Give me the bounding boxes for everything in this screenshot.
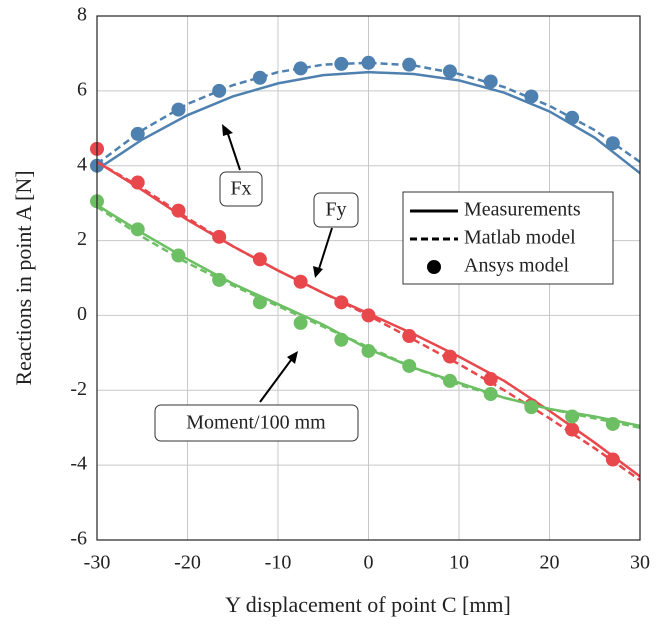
ansys-point xyxy=(565,422,580,437)
arrow-head xyxy=(313,266,323,278)
axes-frame xyxy=(96,15,641,541)
arrow xyxy=(317,227,333,273)
ansys-point xyxy=(565,110,580,125)
annotation-text: Fy xyxy=(325,199,346,221)
ansys-point xyxy=(293,274,308,289)
ansys-point xyxy=(402,329,417,344)
annotation-box xyxy=(154,404,359,442)
ansys-point xyxy=(130,222,145,237)
legend-label: Measurements xyxy=(464,199,581,221)
annotation-text: Moment/100 mm xyxy=(186,412,326,434)
y-tick-label: -2 xyxy=(70,378,87,400)
ansys-point xyxy=(361,55,376,70)
annotation-box xyxy=(313,192,359,228)
legend-label: Ansys model xyxy=(464,255,569,277)
arrow xyxy=(225,127,241,171)
y-tick-label: 0 xyxy=(77,303,87,325)
annotation-fx: Fx xyxy=(219,124,263,207)
measurement-line xyxy=(96,70,641,175)
annotation-moment: Moment/100 mm xyxy=(154,351,359,442)
ansys-point xyxy=(483,74,498,89)
legend: Measurements Matlab model Ansys model xyxy=(402,191,614,285)
y-tick-label: 8 xyxy=(77,4,87,26)
y-tick-label: -4 xyxy=(70,453,87,475)
y-tick-label: -6 xyxy=(70,528,87,550)
ansys-point xyxy=(442,64,457,79)
ansys-point xyxy=(130,126,145,141)
ansys-point xyxy=(483,387,498,402)
ansys-point xyxy=(334,295,349,310)
x-tick-label: 10 xyxy=(449,552,469,574)
arrow-head xyxy=(222,124,233,136)
plot-area xyxy=(90,55,641,482)
legend-label: Matlab model xyxy=(464,227,576,249)
ansys-point xyxy=(171,203,186,218)
ansys-point xyxy=(334,56,349,71)
ansys-point xyxy=(212,272,227,287)
y-tick-label: 2 xyxy=(77,228,87,250)
ansys-point xyxy=(605,136,620,151)
ansys-point xyxy=(605,416,620,431)
arrow-head xyxy=(287,351,298,364)
ansys-point xyxy=(402,358,417,373)
ansys-point xyxy=(442,373,457,388)
x-tick-label: 30 xyxy=(630,552,650,574)
y-axis-label: Reactions in point A [N] xyxy=(11,170,36,385)
x-tick-label: -10 xyxy=(265,552,292,574)
ansys-point xyxy=(252,252,267,267)
arrow xyxy=(259,355,295,403)
x-tick-label: 20 xyxy=(540,552,560,574)
ansys-point xyxy=(483,372,498,387)
ansys-point xyxy=(212,229,227,244)
y-tick-label: 6 xyxy=(77,78,87,100)
annotation-box xyxy=(219,171,263,207)
matlab-line xyxy=(96,205,641,429)
x-axis-label: Y displacement of point C [mm] xyxy=(225,592,511,617)
ansys-point xyxy=(171,102,186,117)
x-tick-label: -20 xyxy=(174,552,201,574)
ansys-point xyxy=(334,332,349,347)
ansys-point xyxy=(565,409,580,424)
ansys-point xyxy=(524,400,539,415)
ansys-point xyxy=(361,343,376,358)
ansys-point xyxy=(212,83,227,98)
annotation-text: Fx xyxy=(230,178,251,200)
ansys-point xyxy=(171,248,186,263)
ansys-point xyxy=(402,57,417,72)
ansys-point xyxy=(293,315,308,330)
x-tick-label: 0 xyxy=(364,552,374,574)
ansys-point xyxy=(252,70,267,85)
x-tick-label: -30 xyxy=(84,552,111,574)
ansys-point xyxy=(293,61,308,76)
y-tick-label: 4 xyxy=(77,153,87,175)
ansys-point xyxy=(252,295,267,310)
ansys-point xyxy=(442,349,457,364)
ansys-point xyxy=(130,175,145,190)
annotation-fy: Fy xyxy=(313,192,359,278)
ansys-point xyxy=(361,308,376,323)
ansys-point xyxy=(524,89,539,104)
legend-marker xyxy=(427,260,441,274)
ansys-point xyxy=(605,452,620,467)
